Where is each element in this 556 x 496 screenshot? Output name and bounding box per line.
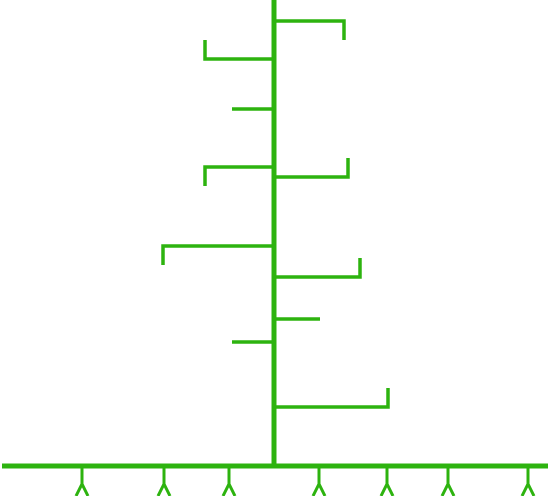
branch-5 bbox=[274, 158, 350, 179]
bottom-marker-fork-3 bbox=[221, 480, 237, 496]
branch-1 bbox=[274, 19, 346, 40]
bottom-marker-fork-1 bbox=[74, 480, 90, 496]
branch-4 bbox=[203, 165, 274, 186]
branch-7 bbox=[274, 258, 362, 279]
branch-10 bbox=[274, 388, 390, 409]
bottom-marker-fork-2 bbox=[156, 480, 172, 496]
branch-6 bbox=[161, 244, 274, 265]
bottom-marker-fork-7 bbox=[520, 480, 536, 496]
bottom-marker-fork-5 bbox=[379, 480, 395, 496]
bottom-marker-fork-6 bbox=[440, 480, 456, 496]
bottom-marker-fork-4 bbox=[311, 480, 327, 496]
branch-2 bbox=[203, 40, 274, 61]
